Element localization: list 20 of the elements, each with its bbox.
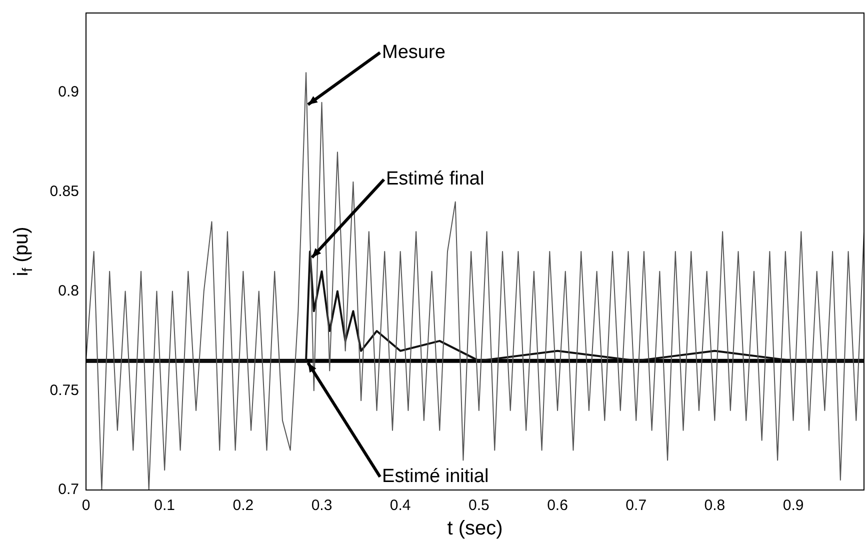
y-tick-label: 0.75: [50, 382, 79, 399]
y-tick-label: 0.7: [58, 481, 79, 498]
y-tick-label: 0.8: [58, 282, 79, 300]
x-tick-label: 0.9: [782, 497, 804, 514]
text: Estimé initial: [382, 466, 489, 488]
x-axis-title: t (sec): [447, 518, 503, 540]
y-axis-title: if (pu): [10, 226, 35, 276]
text: Estimé final: [386, 168, 484, 190]
x-tick-label: 0.4: [390, 497, 411, 514]
x-tick-label: 0.1: [154, 497, 176, 514]
x-tick-label: 0.5: [468, 497, 490, 514]
y-tick-label: 0.9: [58, 84, 79, 101]
x-tick-label: 0.6: [547, 497, 568, 514]
x-tick-label: 0.8: [704, 497, 726, 514]
x-tick-label: 0: [82, 497, 90, 514]
y-tick-label: 0.85: [50, 183, 79, 200]
x-tick-label: 0.3: [311, 497, 332, 514]
x-tick-label: 0.2: [232, 497, 254, 514]
text: Mesure: [382, 42, 446, 63]
x-tick-label: 0.7: [626, 497, 647, 514]
